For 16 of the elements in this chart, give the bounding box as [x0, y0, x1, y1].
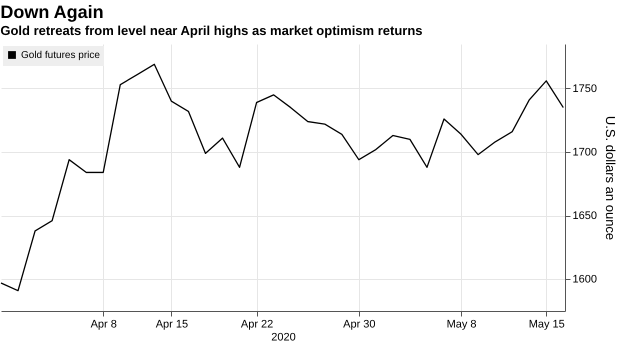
x-tick-label: May 8: [446, 318, 477, 330]
y-tick-label: 1700: [572, 146, 597, 159]
x-axis-title: 2020: [271, 332, 296, 344]
y-tick-label: 1750: [572, 83, 597, 95]
x-tick-label: May 15: [528, 318, 565, 330]
x-tick-label: Apr 30: [343, 318, 376, 330]
y-tick-label: 1650: [572, 210, 597, 222]
x-tick-label: Apr 15: [156, 318, 188, 330]
chart-title: Down Again: [0, 2, 104, 22]
line-series: [0, 64, 564, 292]
x-tick-label: Apr 22: [240, 318, 274, 330]
legend-label: Gold futures price: [21, 50, 100, 61]
y-tick-label: 1600: [572, 274, 597, 286]
y-axis-title: U.S. dollars an ounce: [602, 116, 618, 240]
chart-subtitle: Gold retreats from level near April highs as market optimism returns: [0, 23, 423, 38]
x-tick-label: Apr 8: [90, 318, 117, 330]
